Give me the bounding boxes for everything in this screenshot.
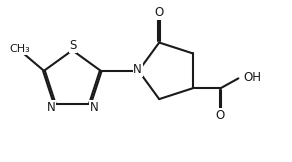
Text: OH: OH: [243, 71, 261, 84]
Text: S: S: [69, 39, 77, 52]
Text: N: N: [133, 63, 142, 76]
Text: N: N: [90, 101, 98, 114]
Text: O: O: [216, 109, 225, 122]
Text: CH₃: CH₃: [10, 44, 30, 54]
Text: N: N: [46, 101, 55, 114]
Text: O: O: [154, 6, 164, 19]
